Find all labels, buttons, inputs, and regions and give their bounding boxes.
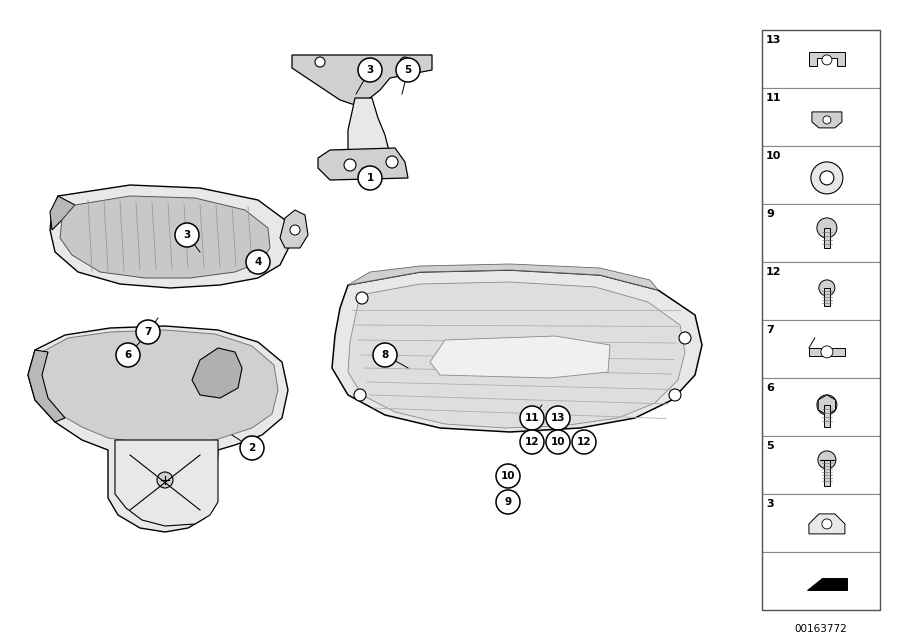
Bar xyxy=(824,460,830,486)
Text: 5: 5 xyxy=(766,441,774,451)
Circle shape xyxy=(246,250,270,274)
Bar xyxy=(762,88,880,146)
Text: 3: 3 xyxy=(184,230,191,240)
Text: 12: 12 xyxy=(766,267,781,277)
Polygon shape xyxy=(348,282,685,428)
Circle shape xyxy=(817,218,837,238)
Circle shape xyxy=(679,332,691,344)
Circle shape xyxy=(240,436,264,460)
Circle shape xyxy=(669,389,681,401)
Bar xyxy=(762,436,880,494)
Circle shape xyxy=(315,57,325,67)
Text: 11: 11 xyxy=(766,93,781,103)
Text: 6: 6 xyxy=(766,383,774,393)
Bar xyxy=(762,30,880,610)
Polygon shape xyxy=(50,196,75,230)
Circle shape xyxy=(356,292,368,304)
Polygon shape xyxy=(280,210,308,248)
Polygon shape xyxy=(807,578,847,590)
Circle shape xyxy=(358,166,382,190)
Polygon shape xyxy=(809,514,845,534)
Text: 7: 7 xyxy=(144,327,152,337)
Text: 3: 3 xyxy=(766,499,774,509)
Polygon shape xyxy=(115,440,218,526)
Bar xyxy=(762,146,880,204)
Circle shape xyxy=(819,280,835,296)
Polygon shape xyxy=(28,326,288,532)
Text: 11: 11 xyxy=(525,413,539,423)
Bar xyxy=(762,494,880,552)
Text: 10: 10 xyxy=(766,151,781,161)
Polygon shape xyxy=(809,52,845,66)
Circle shape xyxy=(821,346,833,358)
Circle shape xyxy=(373,343,397,367)
Circle shape xyxy=(400,57,410,67)
Polygon shape xyxy=(32,330,278,445)
Polygon shape xyxy=(28,350,65,422)
Circle shape xyxy=(386,156,398,168)
Circle shape xyxy=(116,343,140,367)
Circle shape xyxy=(546,430,570,454)
Text: 4: 4 xyxy=(255,257,262,267)
Text: 12: 12 xyxy=(577,437,591,447)
Circle shape xyxy=(822,55,832,65)
Text: 13: 13 xyxy=(766,35,781,45)
Circle shape xyxy=(520,406,544,430)
Circle shape xyxy=(396,58,420,82)
Text: 10: 10 xyxy=(551,437,565,447)
Circle shape xyxy=(820,171,834,185)
Circle shape xyxy=(546,406,570,430)
Polygon shape xyxy=(812,112,842,128)
Text: 9: 9 xyxy=(766,209,774,219)
Circle shape xyxy=(818,451,836,469)
Bar xyxy=(824,405,830,427)
Polygon shape xyxy=(348,98,390,178)
Circle shape xyxy=(496,464,520,488)
Polygon shape xyxy=(292,55,432,105)
Circle shape xyxy=(290,225,300,235)
Bar xyxy=(762,30,880,88)
Text: 7: 7 xyxy=(766,325,774,335)
Text: 00163772: 00163772 xyxy=(795,624,848,634)
Polygon shape xyxy=(332,270,702,432)
Bar xyxy=(824,228,830,248)
Circle shape xyxy=(344,159,356,171)
Polygon shape xyxy=(348,264,658,290)
Polygon shape xyxy=(318,148,408,180)
Text: 13: 13 xyxy=(551,413,565,423)
Circle shape xyxy=(823,116,831,124)
Circle shape xyxy=(157,472,173,488)
Circle shape xyxy=(354,389,366,401)
Text: 9: 9 xyxy=(504,497,511,507)
Text: 10: 10 xyxy=(500,471,515,481)
Polygon shape xyxy=(192,348,242,398)
Circle shape xyxy=(358,58,382,82)
Bar xyxy=(762,262,880,320)
Bar xyxy=(762,204,880,262)
Text: 5: 5 xyxy=(404,65,411,75)
Circle shape xyxy=(817,395,837,415)
Circle shape xyxy=(175,223,199,247)
Circle shape xyxy=(496,490,520,514)
Text: 6: 6 xyxy=(124,350,131,360)
Bar xyxy=(762,552,880,610)
Text: 12: 12 xyxy=(525,437,539,447)
Polygon shape xyxy=(60,196,270,278)
Text: 2: 2 xyxy=(248,443,256,453)
Polygon shape xyxy=(818,395,835,415)
Text: 1: 1 xyxy=(366,173,373,183)
Circle shape xyxy=(822,519,832,529)
Bar xyxy=(824,288,830,306)
Polygon shape xyxy=(430,336,610,378)
Polygon shape xyxy=(50,185,290,288)
Circle shape xyxy=(572,430,596,454)
Bar xyxy=(762,320,880,378)
Circle shape xyxy=(811,162,843,194)
Text: 8: 8 xyxy=(382,350,389,360)
Circle shape xyxy=(136,320,160,344)
Text: 3: 3 xyxy=(366,65,373,75)
Polygon shape xyxy=(809,348,845,356)
Circle shape xyxy=(520,430,544,454)
Bar xyxy=(762,378,880,436)
